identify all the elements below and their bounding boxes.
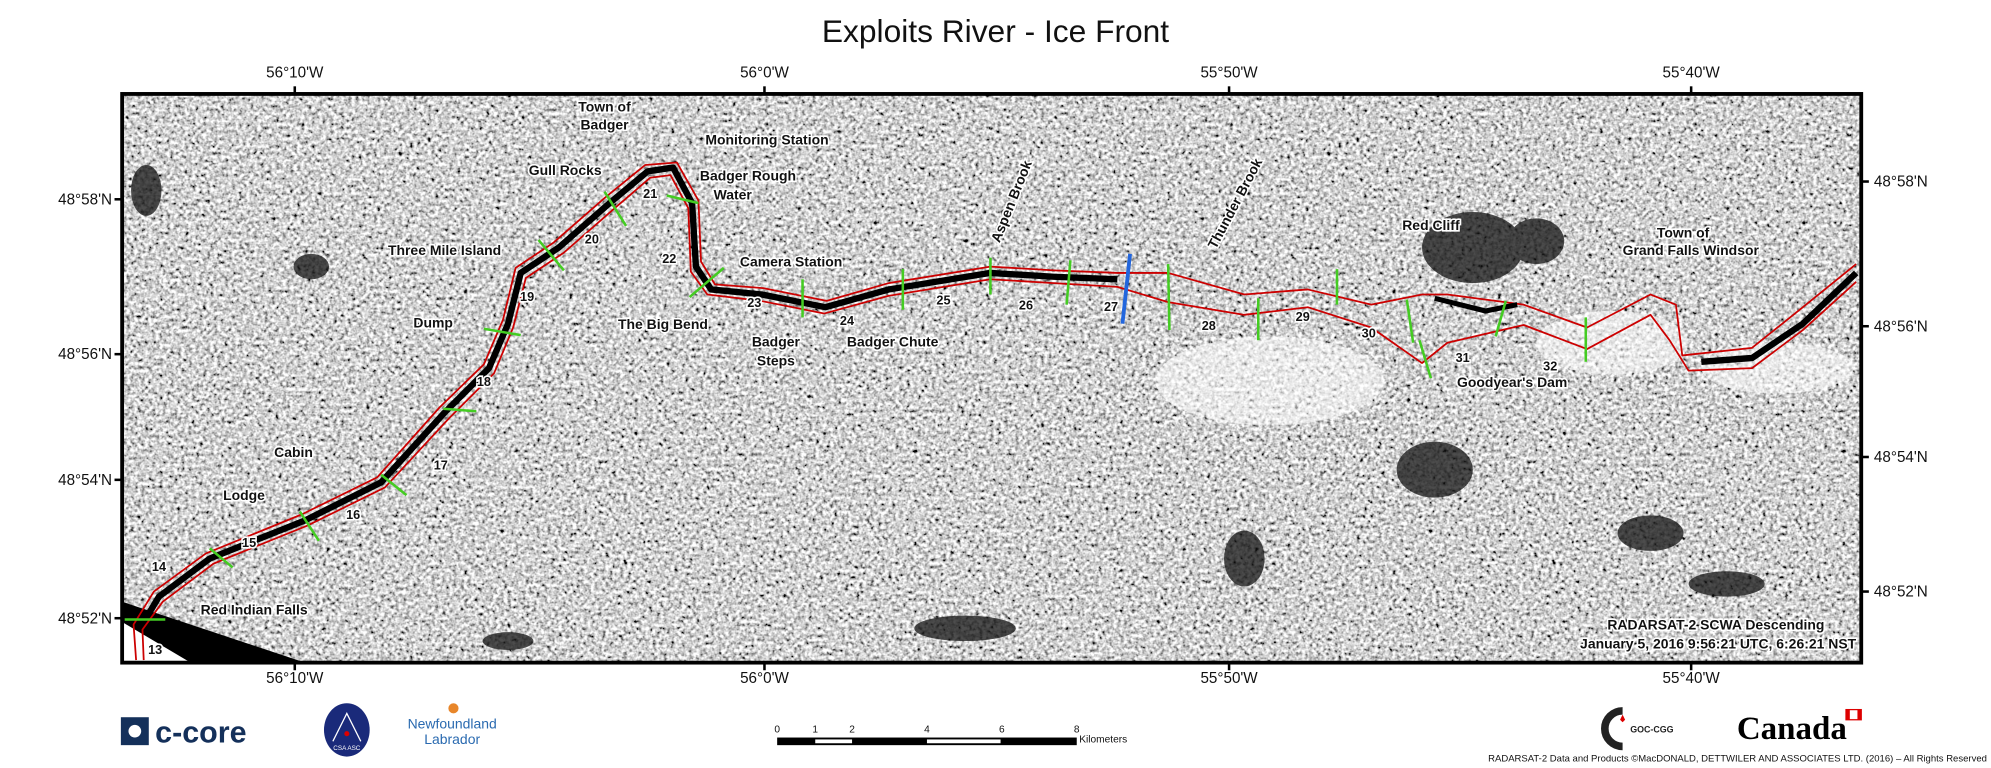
graticule-labels: 56°10'W 56°0'W 55°50'W 55°40'W 56°10'W 5… [58,64,1928,687]
places-town_badger_2-label: Badger [580,116,629,132]
sections-19-label: 32 [1543,360,1557,374]
newfoundland-labrador-logo: Newfoundland Labrador [408,703,497,747]
places-lodge-label: Lodge [223,487,265,503]
scale_bar-ticks-2-label: 2 [849,724,855,735]
logos-nl_1-label: Newfoundland [408,716,497,732]
sections-4-label: 17 [434,459,448,473]
section-numbers: 13 14 15 16 17 18 19 20 21 22 23 24 25 2… [146,185,1558,658]
sections-13-label: 26 [1019,299,1033,313]
scale_bar-unit-label: Kilometers [1079,735,1127,746]
sections-7-label: 20 [585,233,599,247]
sections-11-label: 24 [840,314,854,328]
scale-bar: 0 1 2 4 6 8 Kilometers [774,724,1127,745]
places-town_badger_1-label: Town of [578,99,631,115]
sections-18-label: 31 [1456,351,1470,365]
places-gull-label: Gull Rocks [529,162,602,178]
longitude_labels-3-label: 55°40'W [1663,670,1721,687]
sections-8-label: 21 [643,187,657,201]
sections-5-label: 18 [477,375,491,389]
places-cabin-label: Cabin [274,444,313,460]
latitude_labels_right-0-label: 48°58'N [1874,174,1928,191]
map-title: Exploits River - Ice Front [822,13,1169,49]
sections-1-label: 14 [152,560,166,574]
places-gfw_2-label: Grand Falls Windsor [1623,242,1760,258]
places-big_bend-label: The Big Bend [618,316,708,332]
sections-10-label: 23 [747,296,761,310]
csa-logo: CSA ASC [323,703,370,757]
latitude_labels_right-2-label: 48°54'N [1874,449,1928,466]
places-camera-label: Camera Station [740,254,842,270]
logos-canada-label: Canada [1737,711,1847,747]
latitude_labels_left-3-label: 48°52'N [58,610,112,627]
sections-12-label: 25 [936,294,950,308]
acquisition-line1: RADARSAT-2 SCWA Descending [1607,617,1824,633]
scale_bar-ticks-4-label: 6 [999,724,1005,735]
longitude_labels-2-label: 55°50'W [1200,670,1258,687]
sections-15-label: 28 [1202,319,1216,333]
map-frame [120,92,1864,665]
longitude_labels-3-label: 55°40'W [1663,64,1721,81]
places-steps_2-label: Steps [757,353,795,369]
places-three_mile-label: Three Mile Island [388,242,501,258]
logos-csa-label: CSA ASC [333,745,361,752]
current-ice-front-marker [1120,253,1132,324]
scale_bar-ticks-5-label: 8 [1074,724,1080,735]
canada-wordmark: Canada [1737,708,1862,747]
places-goodyear-label: Goodyear's Dam [1457,374,1567,390]
logos-goc-label: GOC-CGG [1630,724,1673,734]
latitude_labels_right-1-label: 48°56'N [1874,318,1928,335]
scale_bar-ticks-3-label: 4 [924,724,930,735]
places-monitoring-label: Monitoring Station [705,132,828,148]
sections-3-label: 16 [346,508,360,522]
goc-cgg-logo: GOC-CGG [1601,707,1674,751]
sections-14-label: 27 [1104,300,1118,314]
places-chute-label: Badger Chute [847,334,939,350]
sections-17-label: 30 [1362,327,1376,341]
places-dump-label: Dump [413,315,453,331]
scale_bar-ticks-0-label: 0 [774,724,780,735]
logos-nl_2-label: Labrador [424,731,480,747]
sections-0-label: 13 [148,643,162,657]
acquisition-line2: January 5, 2016 9:56:21 UTC, 6:26:21 NST [1580,636,1857,652]
sections-9-label: 22 [662,252,676,266]
longitude_labels-2-label: 55°50'W [1200,64,1258,81]
latitude_labels_left-1-label: 48°56'N [58,346,112,363]
latitude_labels_left-0-label: 48°58'N [58,191,112,208]
places-steps_1-label: Badger [752,334,801,350]
places-rough_1-label: Badger Rough [700,167,796,183]
sar-image: Town of Badger Monitoring Station Gull R… [122,93,1862,663]
logos-ccore-label: c-core [155,716,246,750]
longitude_labels-0-label: 56°10'W [266,64,324,81]
latitude_labels_left-2-label: 48°54'N [58,472,112,489]
places-rough_2-label: Water [714,186,753,202]
ccore-logo: c-core [120,716,247,750]
places-falls-label: Red Indian Falls [201,601,308,617]
places-gfw_1-label: Town of [1657,224,1710,240]
longitude_labels-1-label: 56°0'W [740,670,789,687]
longitude_labels-0-label: 56°10'W [266,670,324,687]
section-lines [124,191,1588,621]
river-ice-front [137,164,1118,630]
sections-6-label: 19 [520,290,534,304]
latitude_labels_right-3-label: 48°52'N [1874,584,1928,601]
copyright-notice: RADARSAT-2 Data and Products ©MacDONALD,… [1488,754,1987,765]
scale_bar-ticks-1-label: 1 [812,724,818,735]
sections-16-label: 29 [1296,310,1310,324]
sections-2-label: 15 [242,536,256,550]
longitude_labels-1-label: 56°0'W [740,64,789,81]
places-red_cliff-label: Red Cliff [1402,217,1460,233]
